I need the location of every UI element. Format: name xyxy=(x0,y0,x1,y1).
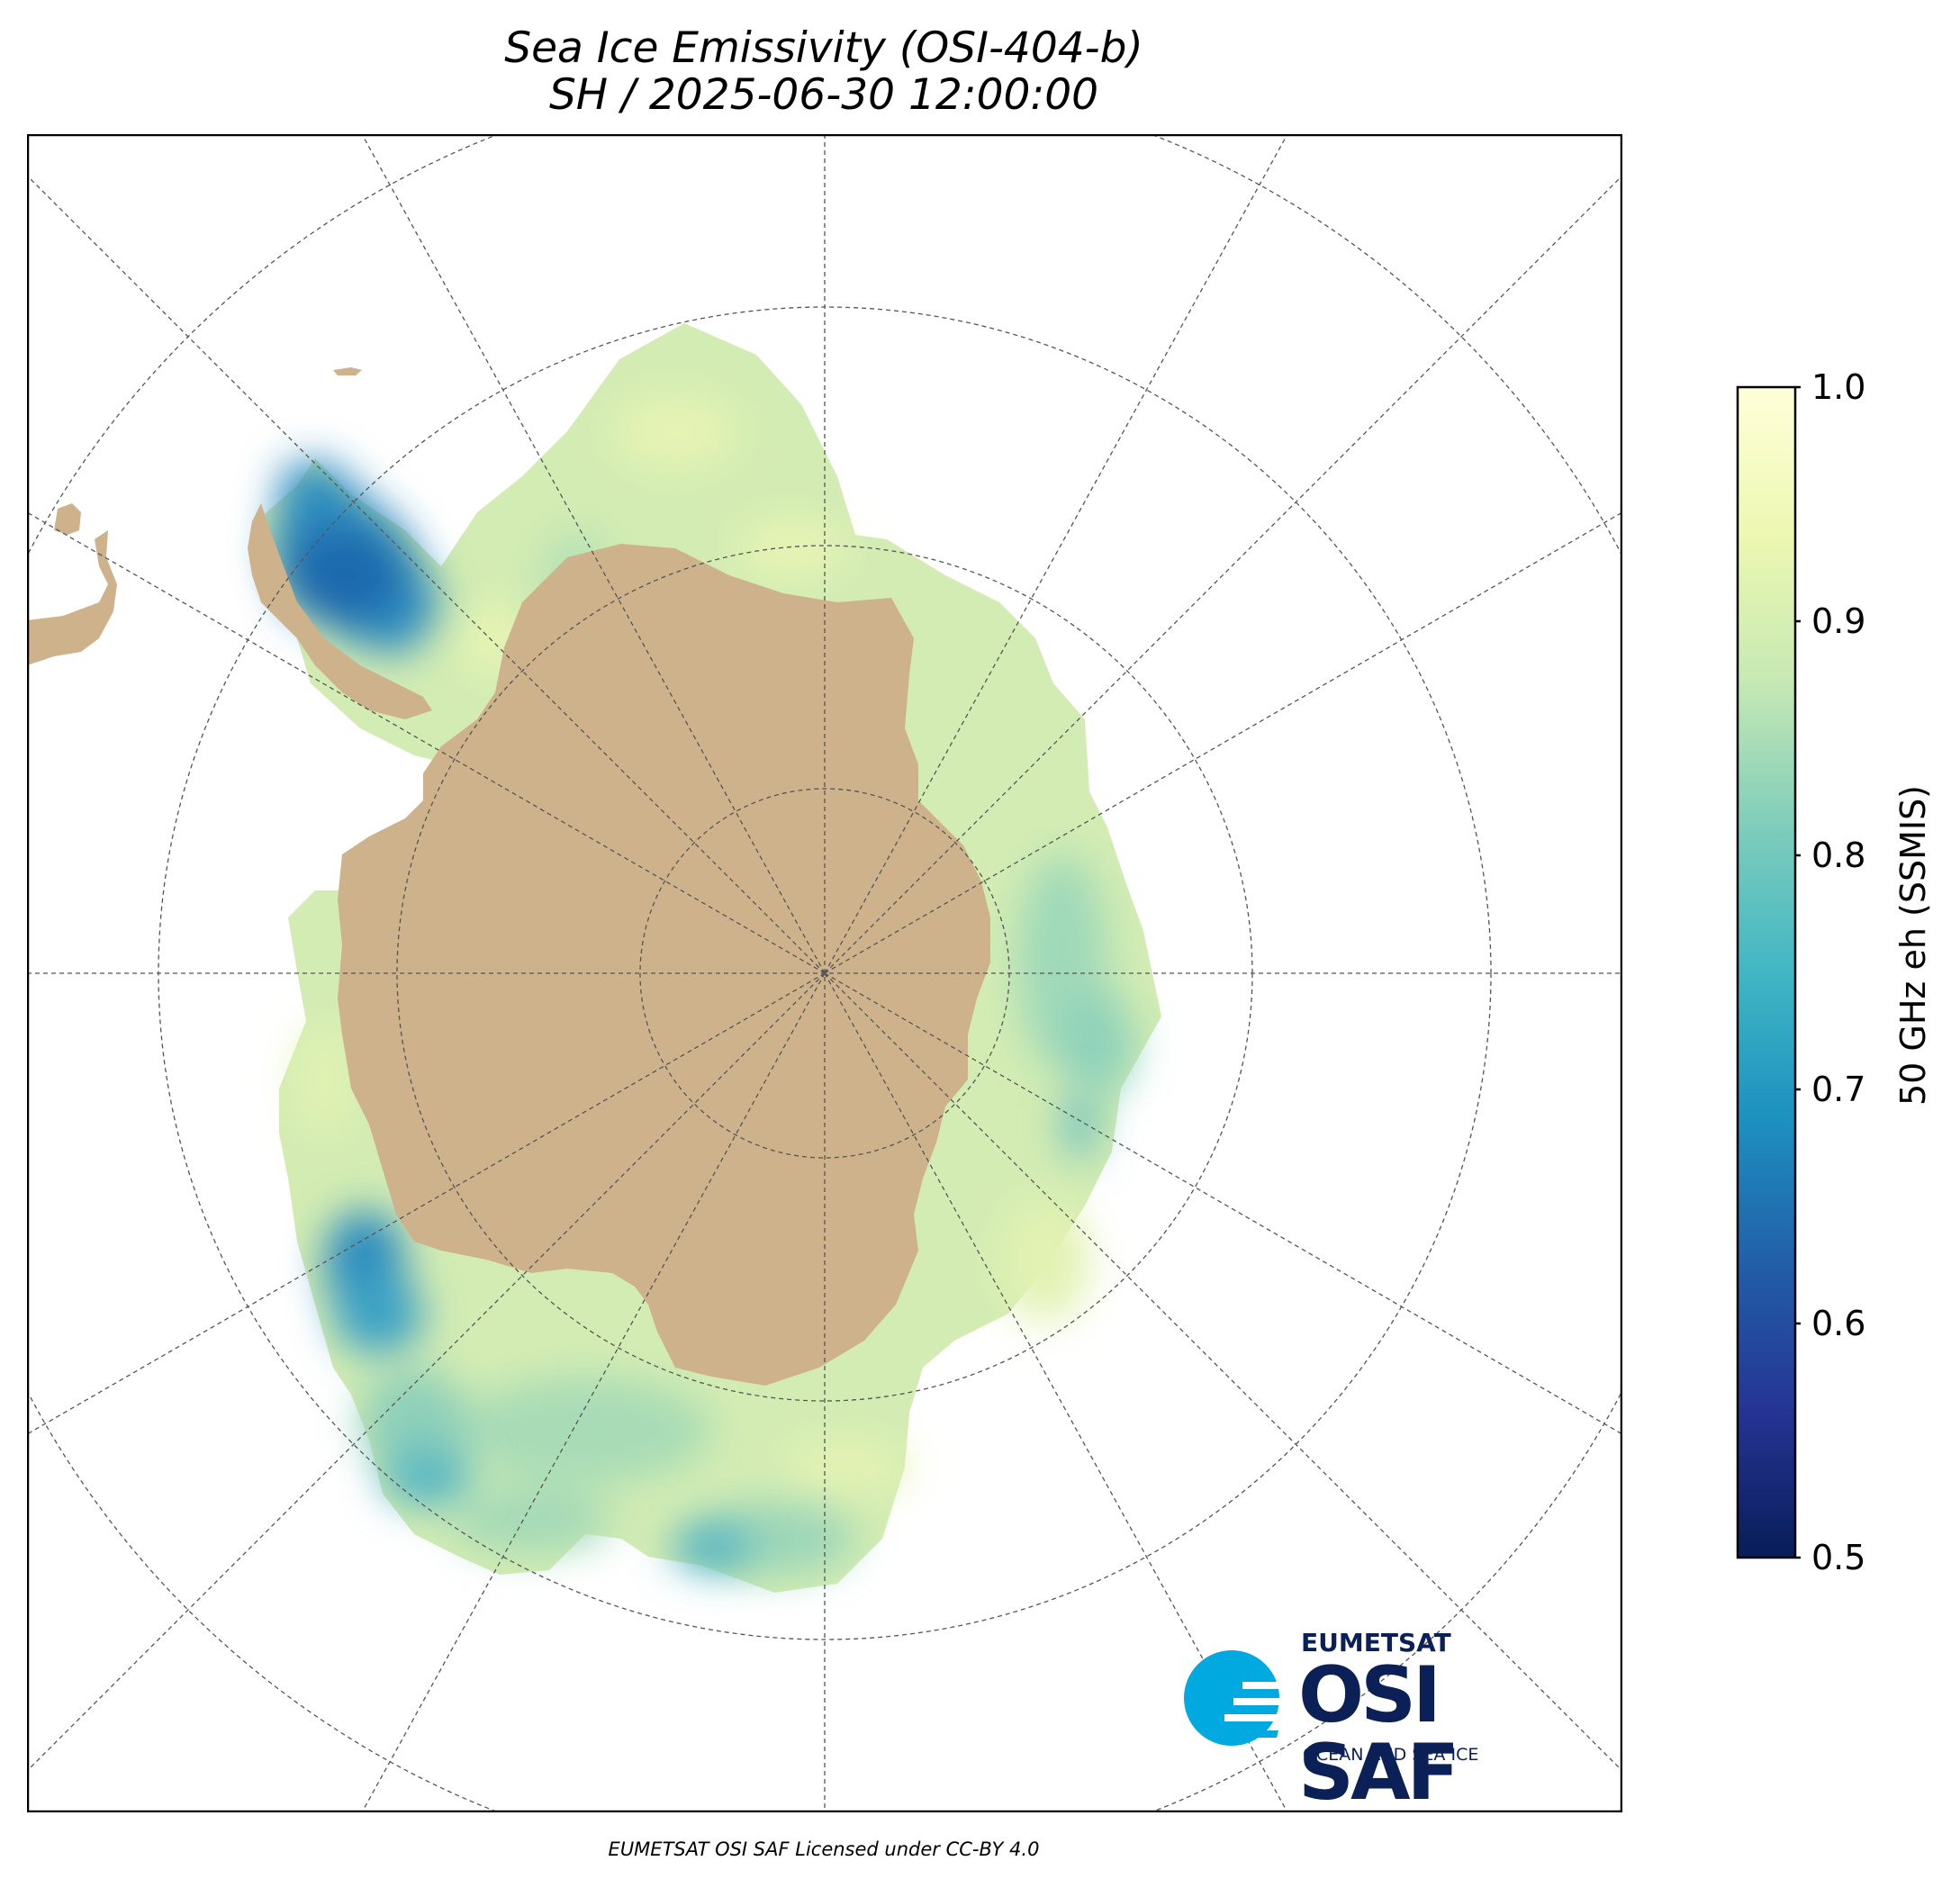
colorbar-tick-label: 0.6 xyxy=(1811,1304,1866,1343)
colorbar-tick-label: 0.5 xyxy=(1811,1538,1866,1577)
south-georgia-land xyxy=(333,367,362,375)
logo-tagline: OCEAN AND SEA ICE xyxy=(1303,1745,1479,1765)
map-title: Sea Ice Emissivity (OSI-404-b) xyxy=(504,23,1143,73)
logo-name: OSI SAF xyxy=(1298,1650,1459,1818)
colorbar xyxy=(1736,385,1801,1559)
colorbar-tick-label: 1.0 xyxy=(1811,367,1866,407)
colorbar-gradient xyxy=(1736,385,1797,1559)
osi-saf-logo: EUMETSAT OSI SAF OCEAN AND SEA ICE xyxy=(1179,1628,1594,1811)
map-frame xyxy=(27,134,1622,1812)
license-footer: EUMETSAT OSI SAF Licensed under CC-BY 4.… xyxy=(608,1838,1040,1860)
ice-texture-light xyxy=(297,395,1089,1494)
osi-saf-emblem-icon xyxy=(1184,1650,1283,1746)
logo-org: EUMETSAT xyxy=(1301,1628,1451,1658)
antarctic-peninsula xyxy=(248,503,432,719)
colorbar-tick-label: 0.9 xyxy=(1811,601,1866,641)
antarctica-land xyxy=(338,544,990,1386)
colorbar-tick-label: 0.8 xyxy=(1811,836,1866,875)
colorbar-ticks xyxy=(1795,385,1801,1559)
map-subtitle: SH / 2025-06-30 12:00:00 xyxy=(548,70,1099,120)
colorbar-tick-label: 0.7 xyxy=(1811,1070,1866,1109)
ice-texture-low xyxy=(270,458,1098,1570)
colorbar-label: 50 GHz eh (SSMIS) xyxy=(1893,784,1933,1107)
south-america-land xyxy=(27,530,117,665)
sea-ice-map xyxy=(27,134,1622,1812)
falkland-islands-land xyxy=(54,503,81,535)
graticule xyxy=(27,134,1622,1812)
